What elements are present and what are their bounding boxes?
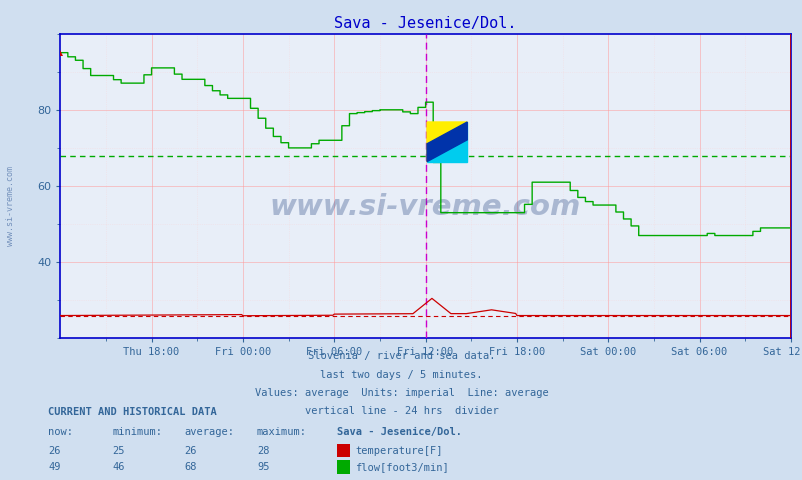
Text: maximum:: maximum:: [257, 427, 306, 437]
Text: temperature[F]: temperature[F]: [354, 445, 442, 456]
Text: www.si-vreme.com: www.si-vreme.com: [6, 167, 15, 246]
Text: CURRENT AND HISTORICAL DATA: CURRENT AND HISTORICAL DATA: [48, 407, 217, 417]
Text: Sava - Jesenice/Dol.: Sava - Jesenice/Dol.: [337, 427, 462, 437]
Text: 49: 49: [48, 462, 61, 472]
Text: Slovenia / river and sea data.: Slovenia / river and sea data.: [307, 351, 495, 361]
Text: vertical line - 24 hrs  divider: vertical line - 24 hrs divider: [304, 406, 498, 416]
Text: 26: 26: [184, 445, 197, 456]
Text: 28: 28: [257, 445, 269, 456]
Polygon shape: [427, 122, 467, 162]
Text: 95: 95: [257, 462, 269, 472]
Text: average:: average:: [184, 427, 234, 437]
Text: last two days / 5 minutes.: last two days / 5 minutes.: [320, 370, 482, 380]
Text: 25: 25: [112, 445, 125, 456]
Text: www.si-vreme.com: www.si-vreme.com: [269, 193, 581, 221]
Polygon shape: [427, 122, 467, 162]
Text: 68: 68: [184, 462, 197, 472]
Text: Values: average  Units: imperial  Line: average: Values: average Units: imperial Line: av…: [254, 388, 548, 398]
Text: 26: 26: [48, 445, 61, 456]
Polygon shape: [427, 122, 467, 162]
Text: minimum:: minimum:: [112, 427, 162, 437]
Text: 46: 46: [112, 462, 125, 472]
Text: flow[foot3/min]: flow[foot3/min]: [354, 462, 448, 472]
Text: now:: now:: [48, 427, 73, 437]
Title: Sava - Jesenice/Dol.: Sava - Jesenice/Dol.: [334, 16, 516, 31]
